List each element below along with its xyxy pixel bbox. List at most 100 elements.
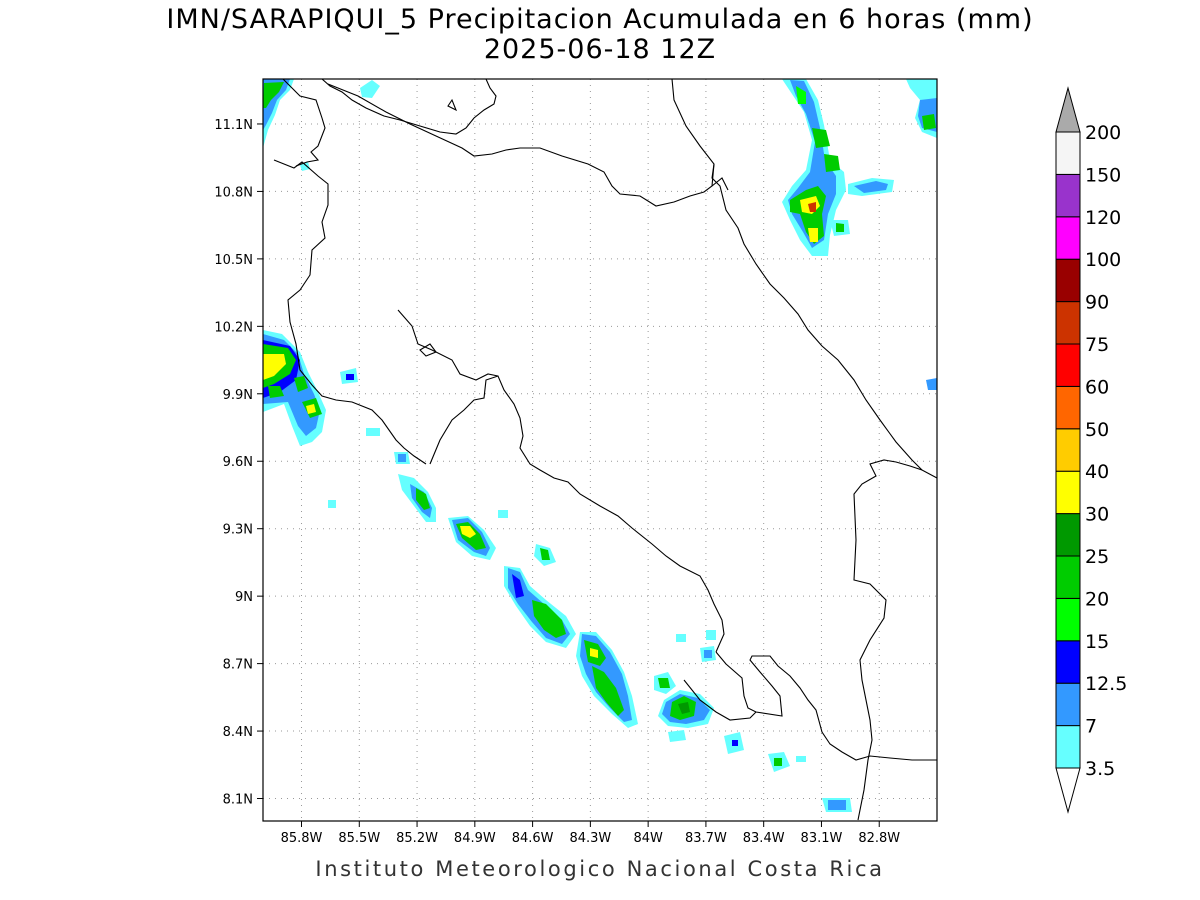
lon-tick-label: 84W — [633, 831, 663, 846]
island-small — [447, 98, 458, 112]
rain-band-ne-coast — [782, 79, 846, 256]
graticule-grid — [263, 79, 937, 821]
coast-caribbean-island — [711, 177, 729, 191]
rain-band-pacific-4 — [504, 566, 576, 648]
footer-credit: Instituto Meteorologico Nacional Costa R… — [315, 857, 885, 881]
coast-gulf-nicoya — [429, 375, 725, 653]
lat-tick-label: 9.3N — [223, 523, 253, 538]
lat-tick-label: 9.9N — [223, 388, 253, 403]
colorbar-level-label: 200 — [1085, 122, 1121, 144]
lon-tick-label: 84.6W — [512, 831, 554, 846]
rain-cell-ne-small — [830, 220, 850, 236]
rain-cell-ne-corner — [906, 79, 937, 138]
colorbar-level-label: 90 — [1085, 292, 1109, 314]
precipitation-colorbar: 3.5 7 12.5 15 20 25 30 40 50 60 75 90 100 120 150 200 — [1055, 86, 1127, 814]
rain-cell-w-small1 — [340, 368, 358, 384]
lat-tick-label: 10.8N — [214, 185, 253, 200]
rain-cell-s-6 — [706, 630, 716, 640]
colorbar-level-label: 25 — [1085, 546, 1109, 568]
rain-cell-s-7 — [724, 732, 744, 754]
latitude-axis: 8.1N 8.4N 8.7N 9N 9.3N 9.6N 9.9N 10.2N 10.5N 10.8… — [214, 118, 263, 808]
lat-tick-label: 11.1N — [214, 118, 253, 133]
colorbar-swatch — [1055, 470, 1081, 515]
border-panama — [853, 459, 937, 821]
rain-cell-s-9 — [796, 756, 806, 762]
colorbar-level-label: 15 — [1085, 631, 1109, 653]
island-nicoya — [419, 343, 437, 357]
rain-cell-s-2 — [658, 690, 714, 728]
colorbar-level-label: 120 — [1085, 207, 1121, 229]
rain-cell-w-small4 — [328, 500, 336, 508]
lat-tick-label: 9.6N — [223, 455, 253, 470]
rain-band-pacific-1 — [398, 474, 436, 522]
colorbar-swatch — [1055, 555, 1081, 599]
longitude-axis: 85.8W 85.5W 85.2W 84.9W 84.6W 84.3W 84W 83.7W 83… — [281, 821, 900, 846]
colorbar-swatch — [1055, 216, 1081, 260]
colorbar-swatch — [1055, 682, 1081, 727]
rain-band-pacific-3 — [534, 544, 556, 566]
colorbar-swatch — [1055, 725, 1081, 769]
rain-cell-w-small2 — [366, 428, 380, 436]
colorbar-level-label: 75 — [1085, 334, 1109, 356]
coast-north-bay — [327, 83, 715, 207]
lat-tick-label: 9N — [235, 590, 253, 605]
colorbar-swatch — [1055, 173, 1081, 218]
map-subtitle-datetime: 2025-06-18 12Z — [483, 34, 717, 65]
rain-cell-pacific-small — [498, 510, 508, 518]
colorbar-level-label: 150 — [1085, 164, 1121, 186]
lon-tick-label: 85.5W — [338, 831, 380, 846]
colorbar-level-label: 40 — [1085, 461, 1109, 483]
colorbar-level-label: 20 — [1085, 588, 1109, 610]
lon-tick-label: 85.8W — [281, 831, 323, 846]
rain-cell-w-small3 — [394, 452, 410, 464]
lon-tick-label: 83.7W — [685, 831, 727, 846]
lon-tick-label: 82.8W — [858, 831, 900, 846]
rain-cell-e-edge — [926, 378, 937, 390]
rain-cell-small-north2 — [300, 162, 310, 171]
rain-cell-ne-offshore — [848, 178, 894, 196]
rain-cell-s-5 — [700, 646, 716, 662]
colorbar-under-triangle — [1055, 767, 1081, 814]
colorbar-swatch — [1055, 258, 1081, 303]
country-borders — [273, 79, 937, 821]
colorbar-swatch — [1055, 301, 1081, 345]
coast-osa — [715, 651, 937, 761]
colorbar-level-label: 30 — [1085, 504, 1109, 526]
map-title: IMN/SARAPIQUI_5 Precipitacion Acumulada … — [166, 4, 1034, 35]
rain-cell-s-3 — [668, 730, 686, 742]
lon-tick-label: 84.9W — [454, 831, 496, 846]
colorbar-level-label: 50 — [1085, 419, 1109, 441]
colorbar-level-label: 3.5 — [1085, 758, 1115, 780]
lon-tick-label: 84.3W — [569, 831, 611, 846]
lat-tick-label: 8.1N — [223, 793, 253, 808]
rain-cell-s-10 — [822, 798, 852, 812]
lon-tick-label: 83.4W — [743, 831, 785, 846]
colorbar-level-label: 60 — [1085, 376, 1109, 398]
lat-tick-label: 10.5N — [214, 253, 253, 268]
colorbar-level-label: 12.5 — [1085, 673, 1127, 695]
lat-tick-label: 8.7N — [223, 658, 253, 673]
map-plot-area — [263, 79, 937, 821]
coast-caribbean — [671, 79, 923, 471]
lat-tick-label: 10.2N — [214, 320, 253, 335]
rain-cell-s-4 — [676, 634, 686, 642]
lat-tick-label: 8.4N — [223, 725, 253, 740]
border-nicaragua-costa-rica — [282, 79, 326, 167]
map-frame — [262, 78, 938, 822]
rain-cell-s-1 — [654, 672, 676, 694]
coast-nicoya-north — [273, 159, 427, 465]
rain-band-pacific-5 — [576, 632, 638, 728]
coast-lake-north — [321, 79, 497, 135]
precipitation-fields — [263, 79, 937, 812]
rain-cell-nw-corner — [263, 79, 294, 148]
colorbar-swatch — [1055, 513, 1081, 557]
rain-band-pacific-2 — [448, 516, 496, 560]
lon-tick-label: 83.1W — [801, 831, 843, 846]
colorbar-swatch — [1055, 385, 1081, 430]
rain-cell-s-8 — [768, 752, 790, 772]
colorbar-over-triangle — [1055, 86, 1081, 133]
colorbar-level-label: 7 — [1085, 716, 1097, 738]
colorbar-swatch — [1055, 640, 1081, 684]
rain-cell-w-coast — [263, 330, 326, 446]
